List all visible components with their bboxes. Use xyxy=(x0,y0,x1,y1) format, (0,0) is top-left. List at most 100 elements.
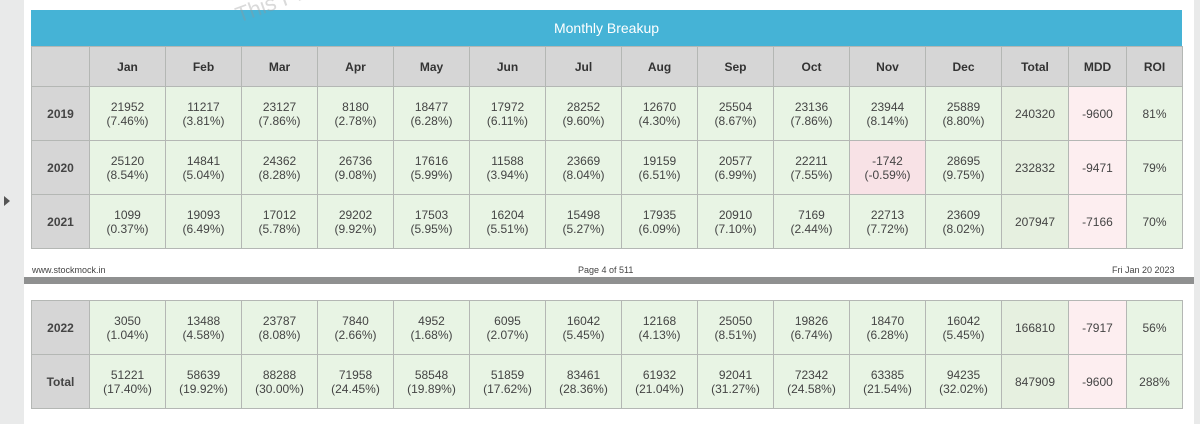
month-percent: (6.28%) xyxy=(410,113,453,128)
collapse-arrow-icon[interactable] xyxy=(4,196,10,206)
month-cell: 6095 (2.07%) xyxy=(469,300,546,355)
month-percent: (5.04%) xyxy=(182,167,225,182)
month-cell: 17012 (5.78%) xyxy=(241,194,318,249)
month-percent: (4.58%) xyxy=(182,327,225,342)
month-cell: 58548 (19.89%) xyxy=(393,354,470,409)
month-cell: 12168 (4.13%) xyxy=(621,300,698,355)
month-value: 23136 xyxy=(794,99,829,114)
month-percent: (8.04%) xyxy=(562,167,605,182)
table-row: 2022 3050 (1.04%) 13488 (4.58%) 23787 (8.08%) 7… xyxy=(31,300,1183,355)
month-value: 61932 xyxy=(642,367,677,382)
monthly-breakup-table-continued: 2022 3050 (1.04%) 13488 (4.58%) 23787 (8.08%) 7… xyxy=(31,300,1183,409)
month-cell: 23787 (8.08%) xyxy=(241,300,318,355)
month-percent: (-0.59%) xyxy=(864,167,911,182)
month-value: 29202 xyxy=(338,207,373,222)
month-percent: (5.45%) xyxy=(562,327,605,342)
month-value: 1099 xyxy=(114,207,141,222)
roi-cell: 288% xyxy=(1126,354,1183,409)
month-cell: 7169 (2.44%) xyxy=(773,194,850,249)
month-value: 13488 xyxy=(186,313,221,328)
month-percent: (3.94%) xyxy=(486,167,529,182)
month-cell: 83461 (28.36%) xyxy=(545,354,622,409)
month-value: 12670 xyxy=(642,99,677,114)
month-value: -1742 xyxy=(872,153,903,168)
month-percent: (2.07%) xyxy=(486,327,529,342)
month-percent: (8.08%) xyxy=(258,327,301,342)
column-header-dec: Dec xyxy=(925,46,1002,87)
month-percent: (4.30%) xyxy=(638,113,681,128)
month-cell: 26736 (9.08%) xyxy=(317,140,394,195)
row-label: 2021 xyxy=(31,194,90,249)
month-cell: 15498 (5.27%) xyxy=(545,194,622,249)
month-percent: (0.37%) xyxy=(106,221,149,236)
month-cell: 28252 (9.60%) xyxy=(545,86,622,141)
month-percent: (5.27%) xyxy=(562,221,605,236)
month-value: 23944 xyxy=(870,99,905,114)
month-cell: 20910 (7.10%) xyxy=(697,194,774,249)
mdd-cell: -9600 xyxy=(1068,354,1127,409)
column-header-jan: Jan xyxy=(89,46,166,87)
month-cell: 21952 (7.46%) xyxy=(89,86,166,141)
column-header-jun: Jun xyxy=(469,46,546,87)
month-cell: 71958 (24.45%) xyxy=(317,354,394,409)
month-value: 17935 xyxy=(642,207,677,222)
month-value: 58548 xyxy=(414,367,449,382)
month-cell: 23127 (7.86%) xyxy=(241,86,318,141)
month-cell: 11217 (3.81%) xyxy=(165,86,242,141)
month-cell: 94235 (32.02%) xyxy=(925,354,1002,409)
month-percent: (30.00%) xyxy=(255,381,304,396)
table-row: 2020 25120 (8.54%) 14841 (5.04%) 24362 (8.28%)… xyxy=(31,140,1183,195)
month-value: 22211 xyxy=(795,153,828,168)
month-value: 19093 xyxy=(186,207,221,222)
column-header-may: May xyxy=(393,46,470,87)
month-value: 25050 xyxy=(718,313,753,328)
month-percent: (8.28%) xyxy=(258,167,301,182)
column-header-apr: Apr xyxy=(317,46,394,87)
month-value: 14841 xyxy=(186,153,221,168)
month-cell: 23669 (8.04%) xyxy=(545,140,622,195)
total-cell: 240320 xyxy=(1001,86,1069,141)
month-value: 23669 xyxy=(566,153,601,168)
month-cell: 16204 (5.51%) xyxy=(469,194,546,249)
month-cell: 1099 (0.37%) xyxy=(89,194,166,249)
roi-cell: 70% xyxy=(1126,194,1183,249)
month-value: 28695 xyxy=(946,153,981,168)
month-value: 23609 xyxy=(946,207,981,222)
row-label: 2019 xyxy=(31,86,90,141)
month-percent: (5.99%) xyxy=(410,167,453,182)
table-row: Total 51221 (17.40%) 58639 (19.92%) 88288 (30.… xyxy=(31,354,1183,409)
month-percent: (6.49%) xyxy=(182,221,225,236)
month-value: 16204 xyxy=(490,207,525,222)
month-value: 51859 xyxy=(490,367,525,382)
header-row: Jan Feb Mar Apr May Jun Jul Aug Sep Oct Nov Dec Tota… xyxy=(31,46,1183,87)
month-value: 8180 xyxy=(342,99,369,114)
month-percent: (7.46%) xyxy=(106,113,149,128)
month-percent: (8.67%) xyxy=(714,113,757,128)
month-value: 17012 xyxy=(262,207,297,222)
month-value: 94235 xyxy=(946,367,981,382)
mdd-cell: -7917 xyxy=(1068,300,1127,355)
table-row: 2019 21952 (7.46%) 11217 (3.81%) 23127 (7.86%)… xyxy=(31,86,1183,141)
month-percent: (2.44%) xyxy=(790,221,833,236)
month-cell: 63385 (21.54%) xyxy=(849,354,926,409)
table-title: Monthly Breakup xyxy=(31,10,1182,46)
roi-cell: 56% xyxy=(1126,300,1183,355)
month-percent: (6.09%) xyxy=(638,221,681,236)
month-value: 12168 xyxy=(642,313,677,328)
footer-date: Fri Jan 20 2023 xyxy=(1112,265,1175,275)
month-percent: (7.86%) xyxy=(258,113,301,128)
month-cell: 22713 (7.72%) xyxy=(849,194,926,249)
month-value: 16042 xyxy=(566,313,601,328)
month-cell: 25120 (8.54%) xyxy=(89,140,166,195)
month-percent: (21.04%) xyxy=(635,381,684,396)
month-percent: (8.02%) xyxy=(942,221,985,236)
column-header-jul: Jul xyxy=(545,46,622,87)
month-value: 21952 xyxy=(110,99,145,114)
month-cell: 17616 (5.99%) xyxy=(393,140,470,195)
month-percent: (4.13%) xyxy=(638,327,681,342)
month-percent: (24.58%) xyxy=(787,381,836,396)
column-header-mdd: MDD xyxy=(1068,46,1127,87)
month-percent: (9.92%) xyxy=(334,221,377,236)
month-cell: 23944 (8.14%) xyxy=(849,86,926,141)
month-percent: (32.02%) xyxy=(939,381,988,396)
